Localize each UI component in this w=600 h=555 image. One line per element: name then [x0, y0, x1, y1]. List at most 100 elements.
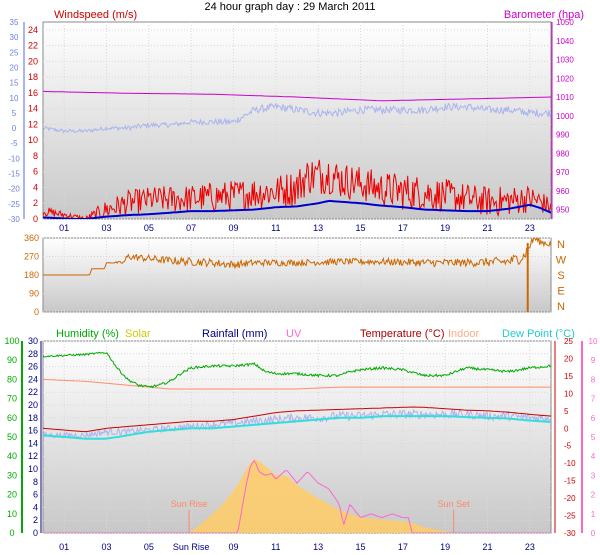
- uv-tick-label: 6: [591, 414, 596, 423]
- sun-set-label: Sun Set: [438, 499, 471, 509]
- x-tick-label: 03: [101, 542, 111, 552]
- series-line-p1-2: [43, 90, 551, 102]
- compass-letter: S: [557, 270, 564, 282]
- solar-area: [43, 458, 551, 533]
- temp-tick-label: 0: [12, 124, 17, 133]
- series-line-p1-1: [43, 199, 551, 219]
- direction-tick-label: 0: [34, 307, 39, 317]
- series-line-p1-0: [43, 159, 551, 219]
- x-tick-label: 09: [228, 542, 238, 552]
- solar-label: Solar: [125, 328, 151, 340]
- compass-letter: N: [557, 301, 565, 313]
- wind-direction-line: [43, 238, 551, 276]
- temp-tick-label: 20: [10, 63, 19, 72]
- wind-tick-label: 2: [33, 198, 38, 208]
- wind-tick-label: 10: [28, 135, 38, 145]
- humidity-tick-label: 100: [4, 336, 19, 346]
- rain-tick-label: 14: [28, 438, 38, 448]
- rain-tick-label: 22: [28, 387, 38, 397]
- x-tick-label: 17: [398, 542, 408, 552]
- gridlines: [43, 22, 551, 534]
- x-tick-label: 13: [313, 542, 323, 552]
- dew-point-label: Dew Point (°C): [502, 328, 575, 340]
- temp-tick-label: -5: [564, 442, 572, 451]
- baro-tick-label: 1020: [556, 74, 574, 83]
- rain-tick-label: 30: [28, 336, 38, 346]
- chart-marks: [43, 90, 551, 533]
- x-tick-label: 15: [355, 542, 365, 552]
- uv-tick-label: 0: [591, 529, 596, 538]
- wind-tick-label: 16: [28, 88, 38, 98]
- baro-tick-label: 1050: [556, 18, 574, 27]
- rain-tick-label: 24: [28, 374, 38, 384]
- temp-tick-label: 15: [564, 372, 573, 381]
- humidity-tick-label: 90: [7, 355, 17, 365]
- rain-tick-label: 10: [28, 464, 38, 474]
- humidity-tick-label: 20: [7, 490, 17, 500]
- baro-tick-label: 990: [556, 131, 570, 140]
- x-tick-label: 17: [398, 223, 408, 233]
- temp-tick-label: -20: [8, 185, 20, 194]
- temp-tick-label: -30: [564, 529, 576, 538]
- x-tick-label: 21: [482, 542, 492, 552]
- rain-tick-label: 12: [28, 451, 38, 461]
- humidity-tick-label: 70: [7, 394, 17, 404]
- temp-tick-label: -25: [8, 200, 20, 209]
- wind-tick-label: 6: [33, 167, 38, 177]
- uv-tick-label: 3: [591, 471, 596, 480]
- wind-tick-label: 24: [28, 25, 38, 35]
- direction-tick-label: 270: [24, 252, 39, 262]
- baro-tick-label: 1030: [556, 56, 574, 65]
- humidity-tick-label: 0: [9, 528, 14, 538]
- wind-axis-label: Windspeed (m/s): [54, 9, 137, 21]
- temp-tick-label: 5: [564, 407, 569, 416]
- rain-tick-label: 20: [28, 400, 38, 410]
- humidity-tick-label: 60: [7, 413, 17, 423]
- wind-tick-label: 18: [28, 72, 38, 82]
- indoor-label: Indoor: [448, 328, 480, 340]
- temp-tick-label: -10: [564, 459, 576, 468]
- sun-rise-label: Sun Rise: [171, 499, 208, 509]
- uv-label: UV: [286, 328, 302, 340]
- uv-tick-label: 1: [591, 510, 596, 519]
- x-tick-label: 19: [440, 223, 450, 233]
- compass-letter: W: [556, 255, 567, 267]
- rainfall-label: Rainfall (mm): [202, 328, 267, 340]
- x-tick-label: 15: [355, 223, 365, 233]
- rain-tick-label: 0: [33, 528, 38, 538]
- temp-tick-label: 0: [564, 424, 569, 433]
- temp-tick-label: -10: [8, 154, 20, 163]
- rain-tick-label: 16: [28, 426, 38, 436]
- wind-tick-label: 14: [28, 104, 38, 114]
- x-tick-label: 21: [482, 223, 492, 233]
- baro-tick-label: 980: [556, 149, 570, 158]
- x-tick-label: Sun Rise: [173, 542, 210, 552]
- chart-labels: Windspeed (m/s) Barometer (hpa) Humidity (…: [54, 9, 584, 509]
- x-tick-label: 13: [313, 223, 323, 233]
- panel-wind-direction: [42, 237, 552, 313]
- x-tick-label: 05: [144, 542, 154, 552]
- rain-tick-label: 2: [33, 515, 38, 525]
- series-line-p1-3: [43, 102, 551, 134]
- series-line-p3-4: [43, 415, 551, 440]
- series-line-p3-1: [43, 378, 551, 390]
- direction-tick-label: 90: [29, 289, 39, 299]
- x-tick-label: 19: [440, 542, 450, 552]
- uv-tick-label: 9: [591, 356, 596, 365]
- rain-tick-label: 18: [28, 413, 38, 423]
- uv-tick-label: 2: [591, 491, 596, 500]
- temp-tick-label: 20: [564, 354, 573, 363]
- temp-tick-label: 35: [10, 18, 19, 27]
- wind-tick-label: 4: [33, 182, 38, 192]
- rain-tick-label: 26: [28, 362, 38, 372]
- temp-tick-label: -15: [564, 477, 576, 486]
- direction-tick-label: 180: [24, 270, 39, 280]
- axis-ticks: -30-25-20-15-10-505101520253035024681012…: [4, 18, 598, 552]
- x-tick-label: 01: [59, 542, 69, 552]
- direction-tick-label: 360: [24, 233, 39, 243]
- baro-tick-label: 960: [556, 187, 570, 196]
- x-tick-label: 07: [186, 223, 196, 233]
- baro-tick-label: 950: [556, 206, 570, 215]
- temp-tick-label: -15: [8, 170, 20, 179]
- baro-axis-label: Barometer (hpa): [504, 9, 584, 21]
